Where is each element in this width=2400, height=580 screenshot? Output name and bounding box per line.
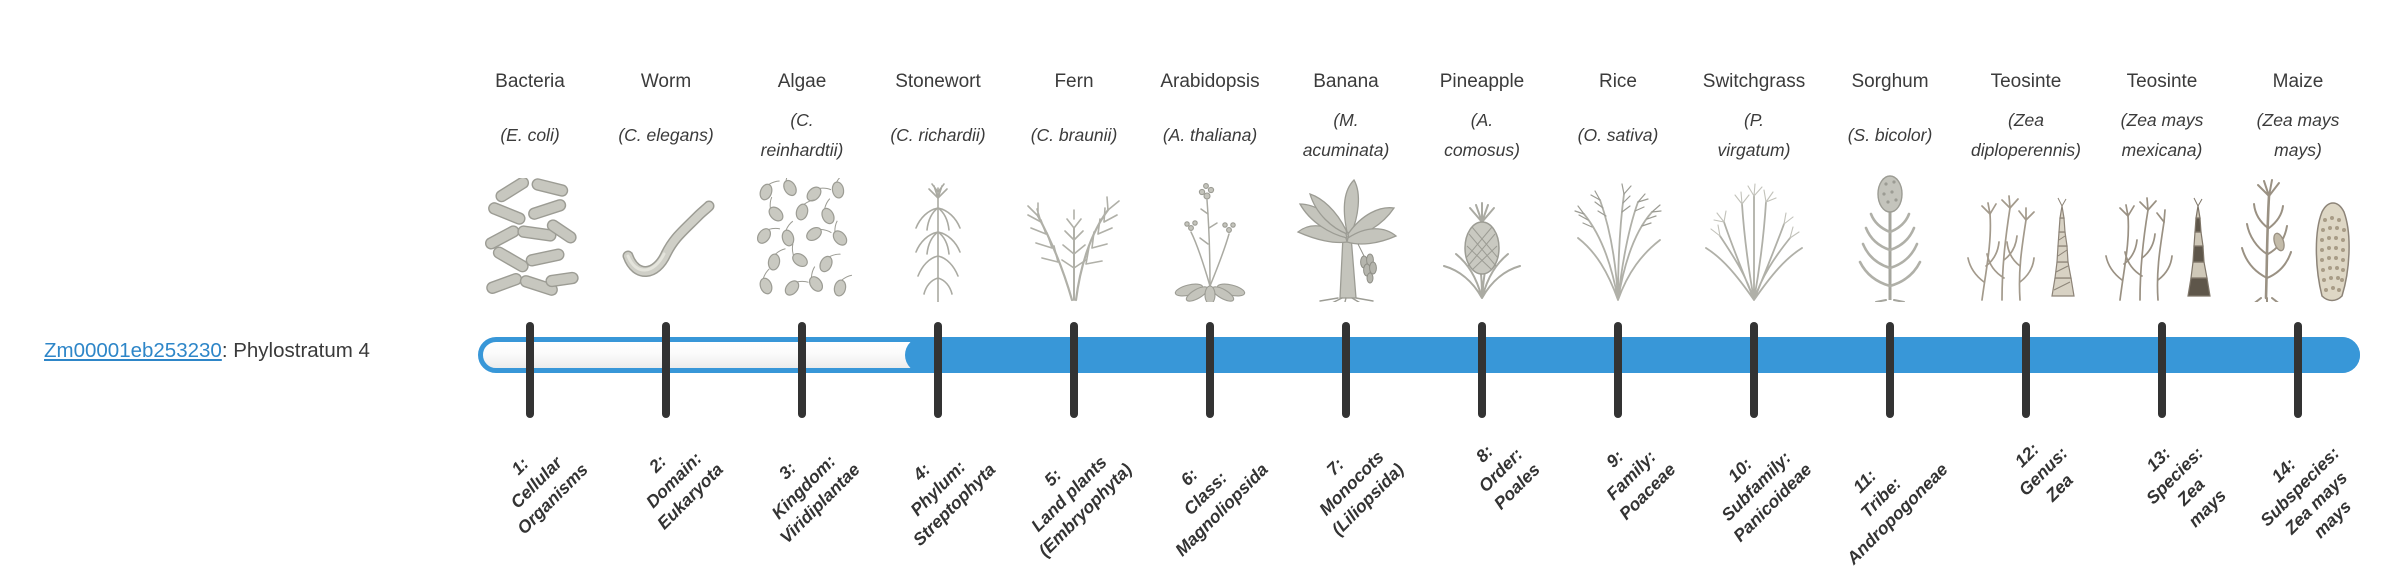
stratum-label-6: 6: Class: Magnoliopsida — [1170, 459, 1272, 560]
column-pineapple: Pineapple (A. comosus) 8: Order: Poales — [1414, 0, 1550, 580]
tick-mark-2 — [662, 322, 670, 418]
rice-illustration — [1550, 170, 1686, 302]
maize-illustration — [2230, 170, 2366, 302]
column-teosinte-diploperennis: Teosinte (Zea diploperennis) — [1958, 0, 2094, 580]
organism-latin-name: (M. acuminata) — [1302, 110, 1390, 160]
organism-latin-name: (A. comosus) — [1444, 110, 1520, 160]
stratum-label-2: 2: Domain: Eukaryota — [642, 448, 728, 534]
organism-name: Algae — [777, 71, 827, 92]
column-banana: Banana (M. acuminata) — [1278, 0, 1414, 580]
timeline-fill — [905, 337, 2360, 373]
teosinte-illustration — [2094, 170, 2230, 302]
organism-name: Arabidopsis — [1160, 71, 1260, 92]
stonewort-illustration — [870, 170, 1006, 302]
organism-name: Maize — [2272, 71, 2324, 92]
organism-latin-name: (C. elegans) — [618, 125, 714, 145]
organism-latin-name: (S. bicolor) — [1847, 125, 1933, 145]
tick-mark-3 — [798, 322, 806, 418]
stratum-label-7: 7: Monocots (Liliopsida) — [1314, 446, 1408, 540]
organism-name: Teosinte — [1990, 71, 2062, 92]
organism-name: Worm — [640, 71, 692, 92]
bacteria-illustration — [462, 170, 598, 302]
tick-mark-14 — [2294, 322, 2302, 418]
organism-name: Bacteria — [495, 71, 565, 92]
worm-illustration — [598, 170, 734, 302]
organism-name: Rice — [1598, 71, 1637, 92]
stratum-label-1: 1: Cellular Organisms — [505, 452, 592, 539]
column-maize: Maize (Zea mays mays) — [2230, 0, 2366, 580]
organism-name: Switchgrass — [1702, 71, 1806, 92]
stratum-label-9: 9: Family: Poaceae — [1602, 446, 1680, 524]
organism-latin-name: (Zea mays mexicana) — [2120, 110, 2204, 160]
column-stonewort: Stonewort (C. richardii) 4: Phylum: Stre… — [870, 0, 1006, 580]
stratum-label-5: 5: Land plants (Embryophyta) — [1026, 451, 1136, 561]
organism-name: Banana — [1313, 71, 1379, 92]
organism-latin-name: (Zea diploperennis) — [1971, 110, 2081, 160]
pineapple-illustration — [1414, 170, 1550, 302]
algae-illustration — [734, 170, 870, 302]
stratum-label-3: 3: Kingdom: Viridiplantae — [767, 451, 864, 548]
organism-name: Teosinte — [2126, 71, 2198, 92]
fern-illustration — [1006, 170, 1142, 302]
organism-latin-name: (C. braunii) — [1030, 125, 1118, 145]
stratum-label-11: 11: Tribe: Andropogoneae — [1842, 459, 1952, 569]
column-fern: Fern (C. braunii) 5: Land plants (Embryo… — [1006, 0, 1142, 580]
stratum-label-4: 4: Phylum: Streptophyta — [906, 456, 1000, 550]
organism-name: Fern — [1054, 71, 1094, 92]
tick-mark-12 — [2022, 322, 2030, 418]
banana-illustration — [1278, 170, 1414, 302]
gene-label-suffix: : Phylostratum 4 — [221, 339, 370, 362]
arabidopsis-illustration — [1142, 170, 1278, 302]
organism-name: Pineapple — [1439, 71, 1525, 92]
tick-mark-4 — [934, 322, 942, 418]
stratum-label-12: 12: Genus: Zea — [2010, 439, 2077, 506]
column-arabidopsis: Arabidopsis (A. thaliana) — [1142, 0, 1278, 580]
organism-latin-name: (O. sativa) — [1577, 125, 1659, 145]
tick-mark-6 — [1206, 322, 1214, 418]
organism-name: Stonewort — [895, 71, 981, 92]
stratum-label-10: 10: Subfamily: Panicoideae — [1717, 447, 1816, 546]
tick-mark-7 — [1342, 322, 1350, 418]
tick-mark-10 — [1750, 322, 1758, 418]
sorghum-illustration — [1822, 170, 1958, 302]
gene-id-link[interactable]: Zm00001eb253230 — [44, 339, 222, 362]
switchgrass-illustration — [1686, 170, 1822, 302]
organism-latin-name: (Zea mays mays) — [2256, 110, 2340, 160]
column-sorghum: Sorghum (S. bicolor) 11: Tribe: Andropog… — [1822, 0, 1958, 580]
organism-latin-name: (P. virgatum) — [1717, 110, 1791, 160]
organism-name: Sorghum — [1851, 71, 1929, 92]
tick-mark-11 — [1886, 322, 1894, 418]
column-worm: Worm (C. elegans) 2: Domain: Eukaryota — [598, 0, 734, 580]
tick-mark-1 — [526, 322, 534, 418]
organism-latin-name: (C. richardii) — [890, 125, 986, 145]
stratum-label-14: 14: Subspecies: Zea mays mays — [2256, 442, 2356, 542]
tick-mark-9 — [1614, 322, 1622, 418]
column-bacteria: Bacteria (E. coli) — [462, 0, 598, 580]
column-switchgrass: Switchgrass (P. virgatum) 10: Subfamily:… — [1686, 0, 1822, 580]
organism-latin-name: (C. reinhardtii) — [760, 110, 844, 160]
teosinte-illustration — [1958, 170, 2094, 302]
tick-mark-13 — [2158, 322, 2166, 418]
gene-label: Zm00001eb253230: Phylostratum 4 — [44, 339, 370, 363]
stratum-label-8: 8: Order: Poales — [1471, 441, 1544, 514]
column-teosinte-mexicana: Teosinte (Zea mays mexicana) — [2094, 0, 2230, 580]
column-rice: Rice (O. sativa) 9: Family: Poaceae — [1550, 0, 1686, 580]
column-algae: Algae (C. reinhardtii) 3: Kingdom: Virid… — [734, 0, 870, 580]
stratum-label-13: 13: Species: Zea mays — [2142, 442, 2231, 531]
organism-latin-name: (E. coli) — [500, 125, 560, 145]
tick-mark-8 — [1478, 322, 1486, 418]
organism-latin-name: (A. thaliana) — [1162, 125, 1258, 145]
tick-mark-5 — [1070, 322, 1078, 418]
